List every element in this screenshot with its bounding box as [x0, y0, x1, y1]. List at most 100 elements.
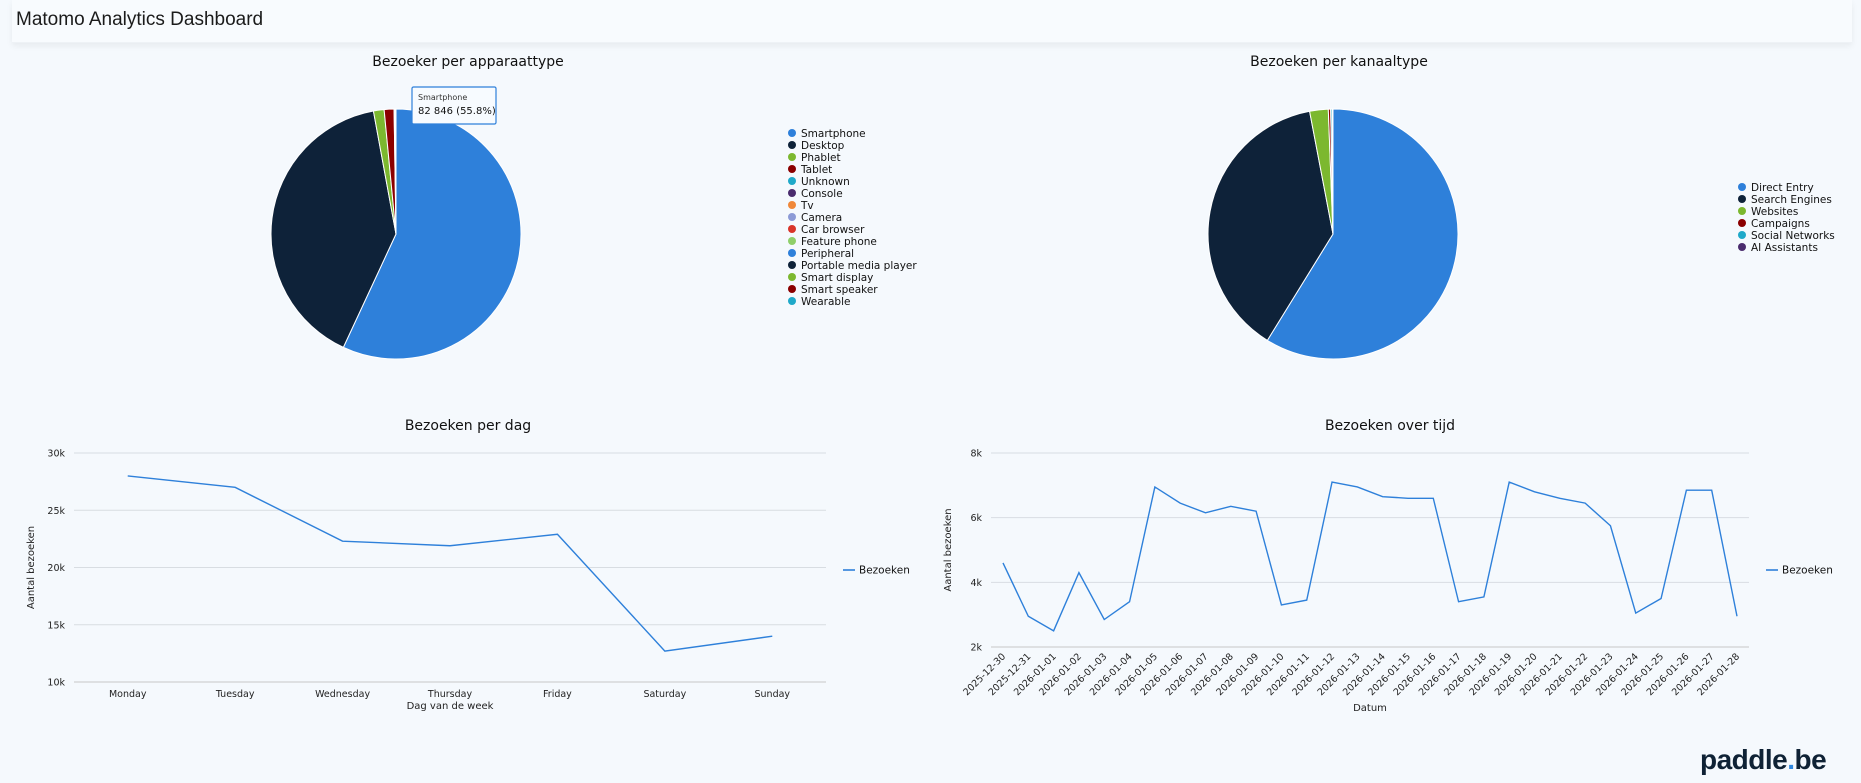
data-point[interactable] — [1305, 598, 1309, 602]
legend-label: Wearable — [801, 296, 850, 308]
data-point[interactable] — [1507, 480, 1511, 484]
legend-item-unknown[interactable]: Unknown — [788, 176, 850, 188]
legend-item-direct-entry[interactable]: Direct Entry — [1738, 182, 1814, 194]
legend-item-bezoeken[interactable]: Bezoeken — [843, 565, 910, 577]
y-tick-label: 10k — [47, 678, 65, 689]
legend-label: AI Assistants — [1751, 242, 1818, 254]
y-tick-label: 8k — [970, 449, 982, 460]
data-point[interactable] — [663, 649, 667, 653]
data-point[interactable] — [1381, 495, 1385, 499]
pie-slice-ai-assistants[interactable] — [1331, 108, 1334, 235]
legend-item-car-browser[interactable]: Car browser — [788, 224, 865, 236]
legend-item-social-networks[interactable]: Social Networks — [1738, 230, 1835, 242]
data-point[interactable] — [1026, 614, 1030, 618]
legend-marker — [788, 153, 796, 161]
data-point[interactable] — [1659, 597, 1663, 601]
legend-item-portable-media-player[interactable]: Portable media player — [788, 260, 917, 272]
data-point[interactable] — [1178, 501, 1182, 505]
data-point[interactable] — [1431, 496, 1435, 500]
data-point[interactable] — [341, 539, 345, 543]
legend-item-search-engines[interactable]: Search Engines — [1738, 194, 1832, 206]
legend-label: Peripheral — [801, 248, 854, 260]
data-point[interactable] — [1533, 490, 1537, 494]
legend-label: Unknown — [801, 176, 850, 188]
legend-item-smart-display[interactable]: Smart display — [788, 272, 873, 284]
y-tick-label: 25k — [47, 506, 65, 517]
data-point[interactable] — [1102, 618, 1106, 622]
legend-item-desktop[interactable]: Desktop — [788, 140, 845, 152]
data-point[interactable] — [1482, 595, 1486, 599]
device-chart-title: Bezoeker per apparaattype — [372, 54, 564, 70]
legend-item-tablet[interactable]: Tablet — [788, 164, 832, 176]
x-tick-label: Tuesday — [215, 689, 255, 700]
x-axis-label: Datum — [1353, 703, 1387, 714]
data-point[interactable] — [448, 544, 452, 548]
legend-marker — [788, 237, 796, 245]
perday-line-chart: Bezoeken per dag 10k 15k 20k 25k 30k Monday Tu… — [26, 418, 910, 712]
data-point[interactable] — [1608, 524, 1612, 528]
data-point[interactable] — [1279, 603, 1283, 607]
channel-pie-chart: Bezoeken per kanaaltype Direct EntrySear… — [1207, 54, 1835, 360]
legend-item-feature-phone[interactable]: Feature phone — [788, 236, 877, 248]
legend-item-ai-assistants[interactable]: AI Assistants — [1738, 242, 1818, 254]
y-tick-label: 15k — [47, 620, 65, 631]
data-point[interactable] — [1684, 488, 1688, 492]
data-point[interactable] — [1001, 561, 1005, 565]
legend-marker — [788, 177, 796, 185]
legend-item-smartphone[interactable]: Smartphone — [788, 128, 866, 140]
data-point[interactable] — [770, 634, 774, 638]
y-tick-label: 30k — [47, 449, 65, 460]
data-point[interactable] — [1583, 501, 1587, 505]
legend-item-campaigns[interactable]: Campaigns — [1738, 218, 1810, 230]
legend-label: Smartphone — [801, 128, 866, 140]
legend-item-tv[interactable]: Tv — [788, 200, 814, 212]
y-tick-label: 6k — [970, 513, 982, 524]
legend-item-phablet[interactable]: Phablet — [788, 152, 841, 164]
data-point[interactable] — [1406, 496, 1410, 500]
data-point[interactable] — [1457, 600, 1461, 604]
legend-label: Campaigns — [1751, 218, 1810, 230]
y-axis-label: Aantal bezoeken — [26, 526, 37, 609]
series-line-bezoeken[interactable] — [1002, 481, 1738, 632]
legend-item-camera[interactable]: Camera — [788, 212, 842, 224]
data-point[interactable] — [1128, 600, 1132, 604]
pie-slice-direct-entry[interactable] — [1266, 108, 1459, 360]
pie-slice-search-engines[interactable] — [1207, 110, 1334, 342]
legend-label: Tablet — [800, 164, 832, 176]
legend-label: Bezoeken — [1782, 565, 1833, 577]
data-point[interactable] — [1153, 485, 1157, 489]
data-point[interactable] — [1330, 480, 1334, 484]
legend-item-wearable[interactable]: Wearable — [788, 296, 850, 308]
legend-label: Smart display — [801, 272, 873, 284]
legend-label: Portable media player — [801, 260, 917, 272]
legend-marker — [1738, 183, 1746, 191]
legend-marker — [788, 249, 796, 257]
data-point[interactable] — [126, 474, 130, 478]
data-point[interactable] — [1710, 488, 1714, 492]
data-point[interactable] — [1077, 571, 1081, 575]
data-point[interactable] — [1735, 614, 1739, 618]
x-tick-label: Thursday — [427, 689, 473, 700]
legend-item-peripheral[interactable]: Peripheral — [788, 248, 854, 260]
data-point[interactable] — [1355, 485, 1359, 489]
data-point[interactable] — [1229, 504, 1233, 508]
legend-label: Smart speaker — [801, 284, 878, 296]
legend-label: Tv — [800, 200, 814, 212]
legend-marker — [1738, 243, 1746, 251]
data-point[interactable] — [555, 532, 559, 536]
legend-label: Console — [801, 188, 843, 200]
legend-item-bezoeken[interactable]: Bezoeken — [1766, 565, 1833, 577]
series-line-bezoeken[interactable] — [127, 475, 773, 652]
data-point[interactable] — [1052, 629, 1056, 633]
legend-marker — [1738, 195, 1746, 203]
data-point[interactable] — [1254, 509, 1258, 513]
pie-slice-desktop[interactable] — [270, 110, 397, 349]
legend-marker — [788, 285, 796, 293]
data-point[interactable] — [1203, 511, 1207, 515]
legend-item-smart-speaker[interactable]: Smart speaker — [788, 284, 878, 296]
legend-item-websites[interactable]: Websites — [1738, 206, 1798, 218]
data-point[interactable] — [233, 485, 237, 489]
data-point[interactable] — [1634, 611, 1638, 615]
legend-item-console[interactable]: Console — [788, 188, 843, 200]
data-point[interactable] — [1558, 496, 1562, 500]
